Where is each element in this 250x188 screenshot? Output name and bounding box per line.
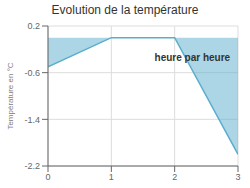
svg-text:0.2: 0.2 [27,21,40,31]
svg-text:Température en °C: Température en °C [8,62,15,129]
svg-text:3: 3 [235,172,240,182]
svg-text:-0.6: -0.6 [24,68,40,78]
html-text:Evolution de la température: Evolution de la température [51,3,199,17]
svg-text:0: 0 [45,172,50,182]
svg-text:2: 2 [172,172,177,182]
svg-text:-2.2: -2.2 [24,161,40,171]
svg-text:-1.4: -1.4 [24,115,40,125]
svg-text:1: 1 [109,172,114,182]
html-text:heure par heure: heure par heure [154,51,231,63]
